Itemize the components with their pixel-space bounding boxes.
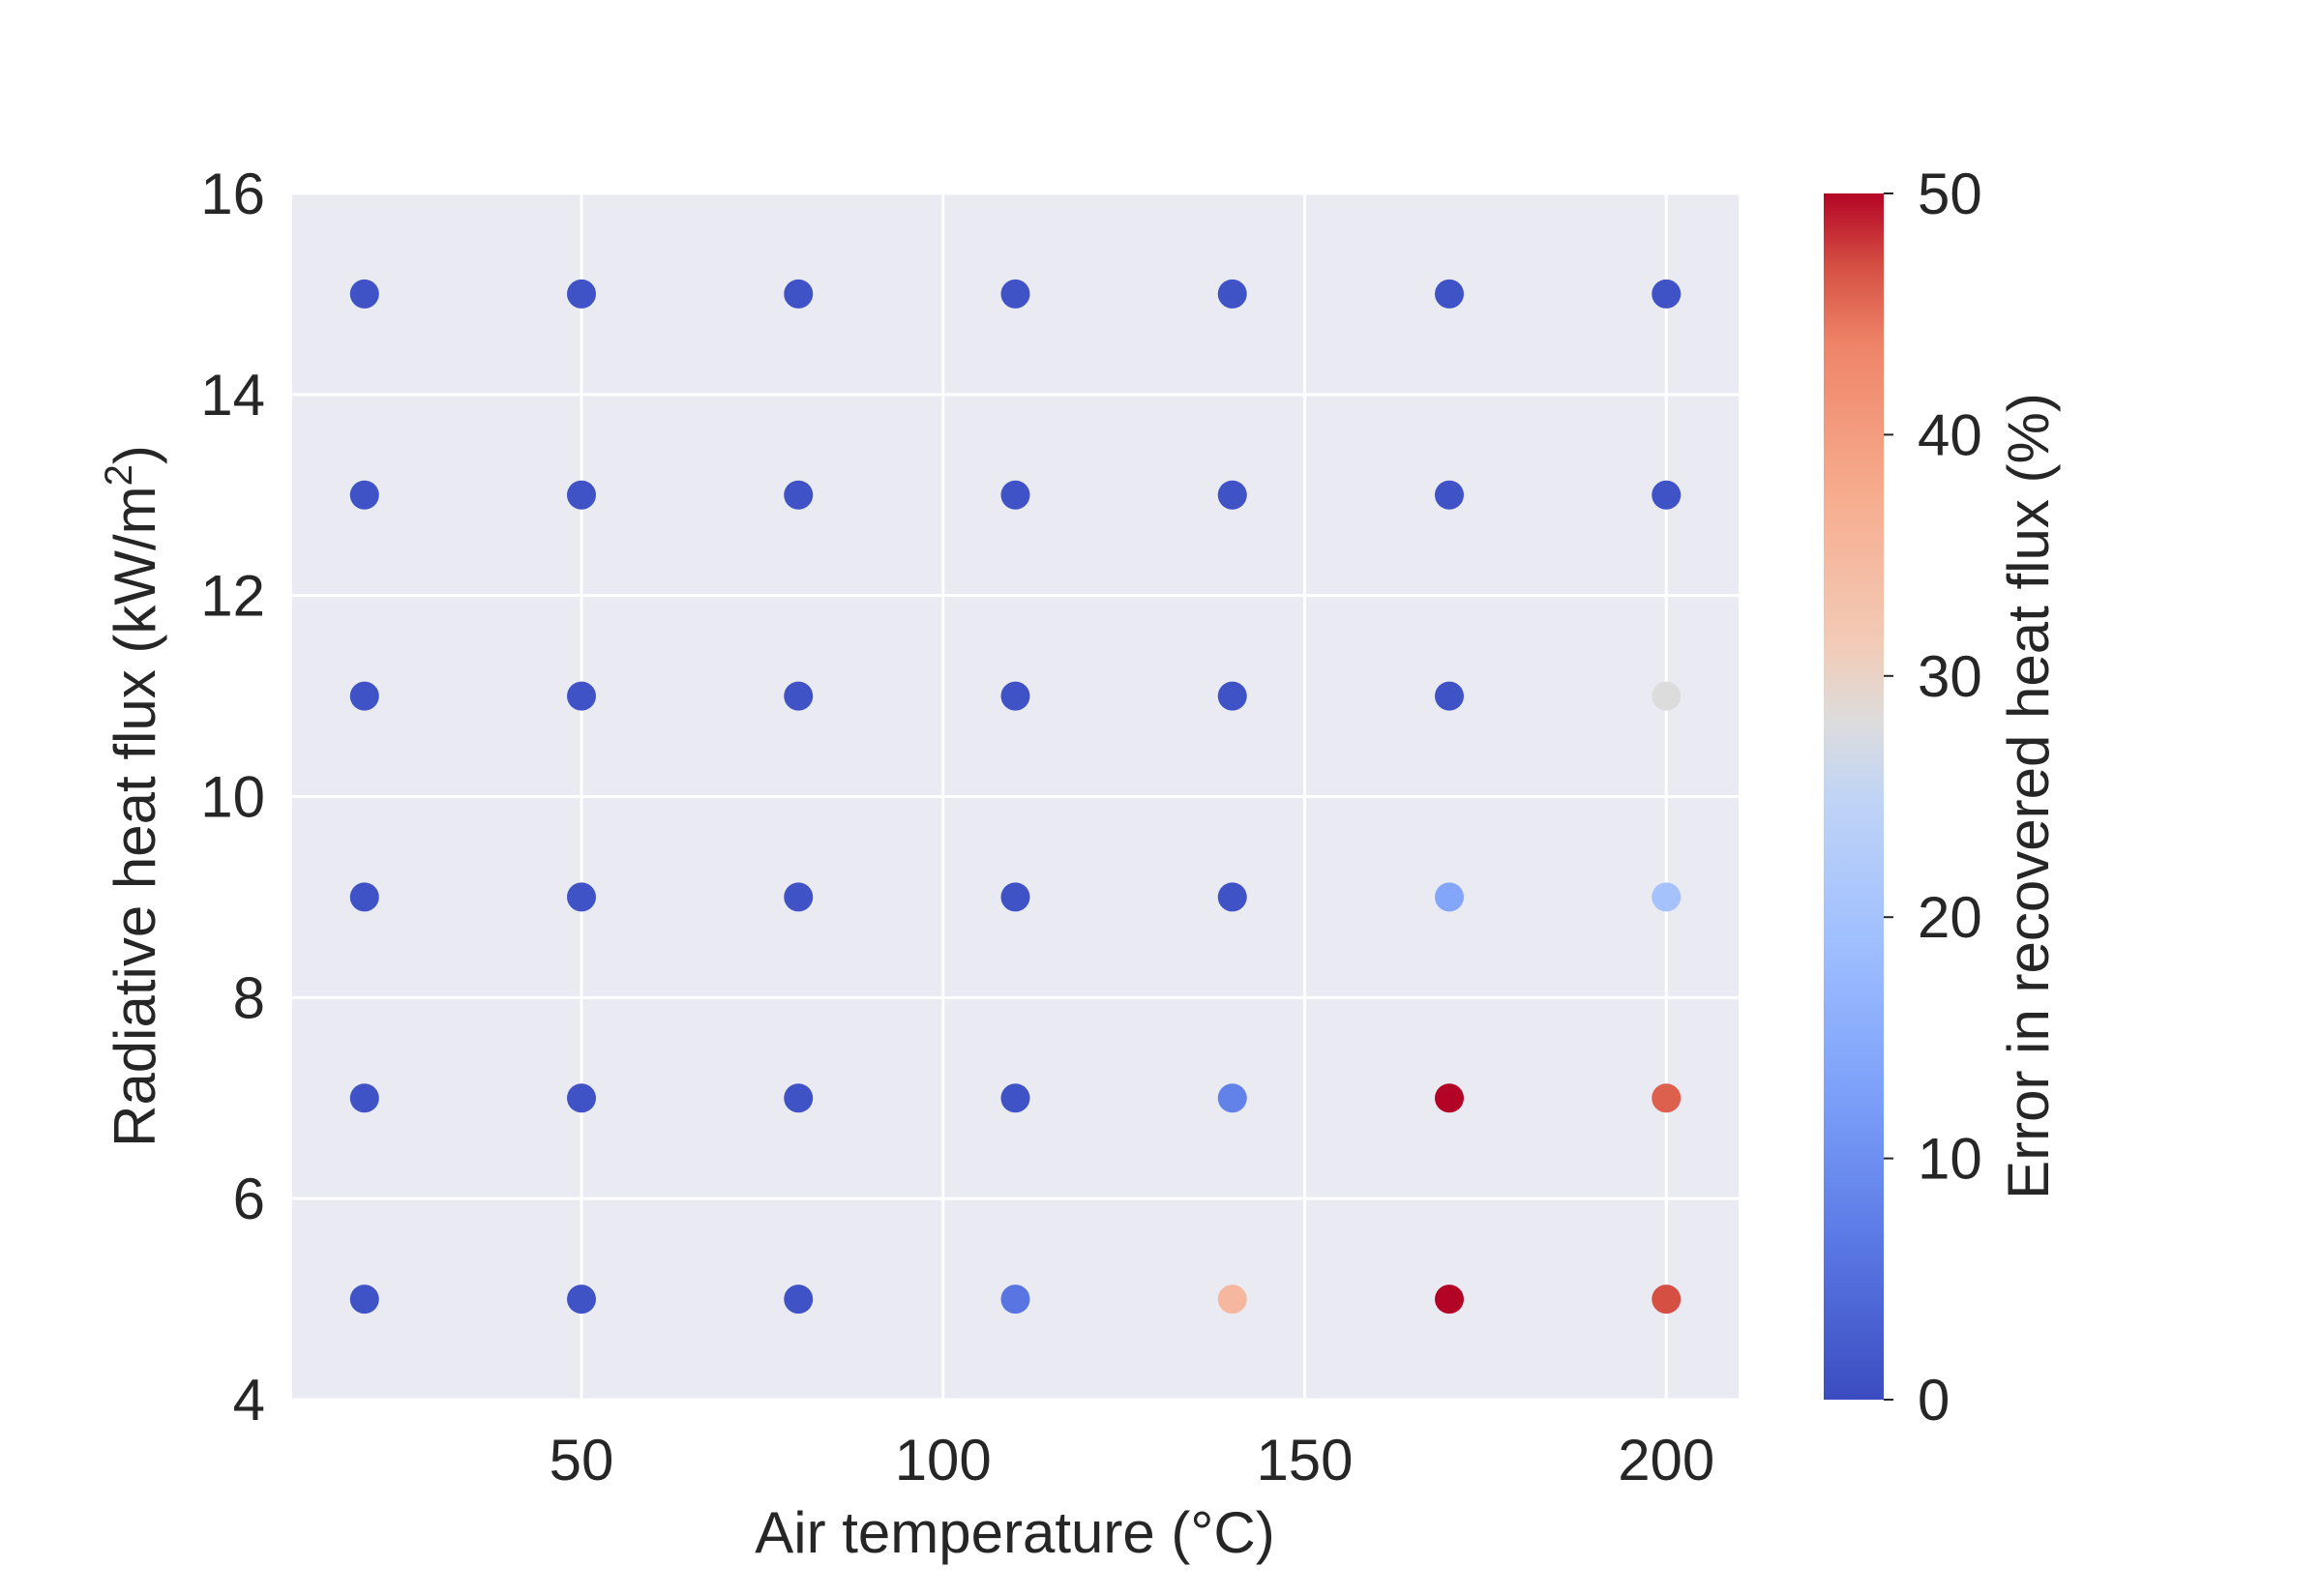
data-point [1000,882,1030,912]
y-axis-label: Radiative heat flux (kW/m2) [98,445,167,1147]
y-tick-label: 14 [200,363,265,428]
colorbar-tick-label: 0 [1918,1368,1950,1433]
x-tick-label: 200 [1618,1428,1714,1493]
data-point [349,480,379,510]
data-point [1652,1083,1682,1113]
y-axis-label-superscript: 2 [98,464,140,486]
data-point [349,279,379,309]
data-point [1217,681,1247,711]
data-point [567,1083,596,1113]
data-point [1000,681,1030,711]
data-point [1652,681,1682,711]
data-point [1435,279,1464,309]
data-point [1652,1285,1682,1315]
y-tick-label: 6 [233,1167,265,1231]
data-point [349,1083,379,1113]
x-tick-label: 50 [550,1428,614,1493]
data-point [567,1285,596,1315]
y-tick-label: 4 [233,1368,265,1433]
data-point [1217,1285,1247,1315]
y-tick-labels: 4 6 8 10 12 14 16 [200,162,265,1433]
data-point [784,681,814,711]
data-point [1217,480,1247,510]
data-point [567,882,596,912]
data-point [1217,279,1247,309]
data-point [567,480,596,510]
data-point [1435,1083,1464,1113]
data-points [349,279,1682,1315]
colorbar-tick-label: 50 [1918,162,1982,226]
data-point [349,882,379,912]
grid-lines [292,192,1739,1402]
y-axis-label-close: ) [103,445,167,464]
data-point [567,681,596,711]
data-point [784,480,814,510]
y-tick-label: 16 [200,162,265,226]
colorbar-label: Error in recovered heat flux (%) [1996,393,2061,1199]
data-point [1652,480,1682,510]
data-point [1652,882,1682,912]
x-tick-label: 150 [1256,1428,1353,1493]
data-point [784,279,814,309]
data-point [1652,279,1682,309]
data-point [784,1083,814,1113]
data-point [349,1285,379,1315]
data-point [784,1285,814,1315]
y-axis-label-main: Radiative heat flux (kW/m [103,486,167,1147]
colorbar-tick-label: 40 [1918,402,1982,467]
data-point [1000,1083,1030,1113]
data-point [1435,1285,1464,1315]
data-point [1000,279,1030,309]
data-point [1435,681,1464,711]
data-point [1217,1083,1247,1113]
data-point [349,681,379,711]
data-point [1000,1285,1030,1315]
x-axis-label: Air temperature (°C) [755,1500,1274,1565]
colorbar-tick-label: 20 [1918,885,1982,950]
data-point [567,279,596,309]
y-tick-label: 8 [233,965,265,1030]
colorbar-tick-label: 30 [1918,644,1982,709]
colorbar-tick-label: 10 [1918,1127,1982,1192]
data-point [1435,882,1464,912]
data-point [1435,480,1464,510]
x-tick-labels: 50 100 150 200 [550,1428,1715,1493]
y-tick-label: 10 [200,765,265,830]
data-point [1000,480,1030,510]
y-tick-label: 12 [200,564,265,629]
x-tick-label: 100 [895,1428,992,1493]
colorbar [1824,193,1884,1400]
data-point [784,882,814,912]
data-point [1217,882,1247,912]
colorbar-tick-labels: 0 10 20 30 40 50 [1884,162,1982,1433]
